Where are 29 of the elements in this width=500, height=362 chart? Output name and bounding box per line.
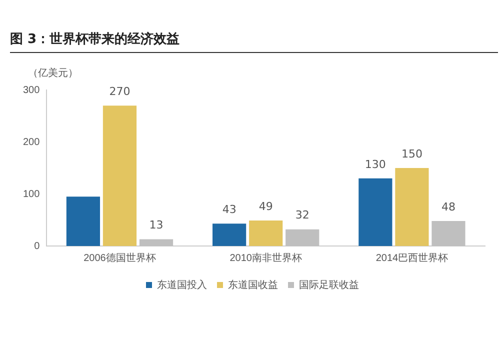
data-label: 270 bbox=[109, 84, 130, 98]
legend-label: 东道国收益 bbox=[228, 278, 278, 291]
bar bbox=[66, 196, 100, 246]
data-label: 43 bbox=[222, 203, 236, 216]
x-tick-label: 2010南非世界杯 bbox=[230, 252, 302, 264]
data-label: 49 bbox=[258, 200, 273, 213]
x-tick-label: 2006德国世界杯 bbox=[84, 252, 156, 264]
data-label: 13 bbox=[149, 218, 164, 232]
y-tick-label: 200 bbox=[22, 136, 40, 148]
y-axis-title: （亿美元） bbox=[28, 66, 78, 80]
data-label: 130 bbox=[364, 158, 386, 171]
chart-title: 图 3：世界杯带来的经济效益 bbox=[10, 30, 498, 53]
data-label: 32 bbox=[295, 208, 310, 222]
bar bbox=[139, 239, 174, 246]
legend-label: 国际足联收益 bbox=[299, 278, 359, 291]
data-label: 48 bbox=[441, 200, 456, 214]
x-tick-label: 2014巴西世界杯 bbox=[376, 252, 448, 264]
y-tick-label: 100 bbox=[22, 188, 40, 200]
bar bbox=[432, 221, 466, 246]
bar bbox=[212, 224, 246, 246]
y-tick-label: 300 bbox=[22, 84, 40, 96]
bar bbox=[358, 178, 392, 246]
data-label: 150 bbox=[401, 147, 422, 160]
y-tick-label: 0 bbox=[34, 240, 40, 252]
bar bbox=[249, 220, 283, 246]
bar bbox=[102, 106, 137, 246]
bar bbox=[286, 229, 320, 246]
legend-label: 东道国投入 bbox=[157, 278, 207, 291]
bar bbox=[395, 168, 429, 246]
